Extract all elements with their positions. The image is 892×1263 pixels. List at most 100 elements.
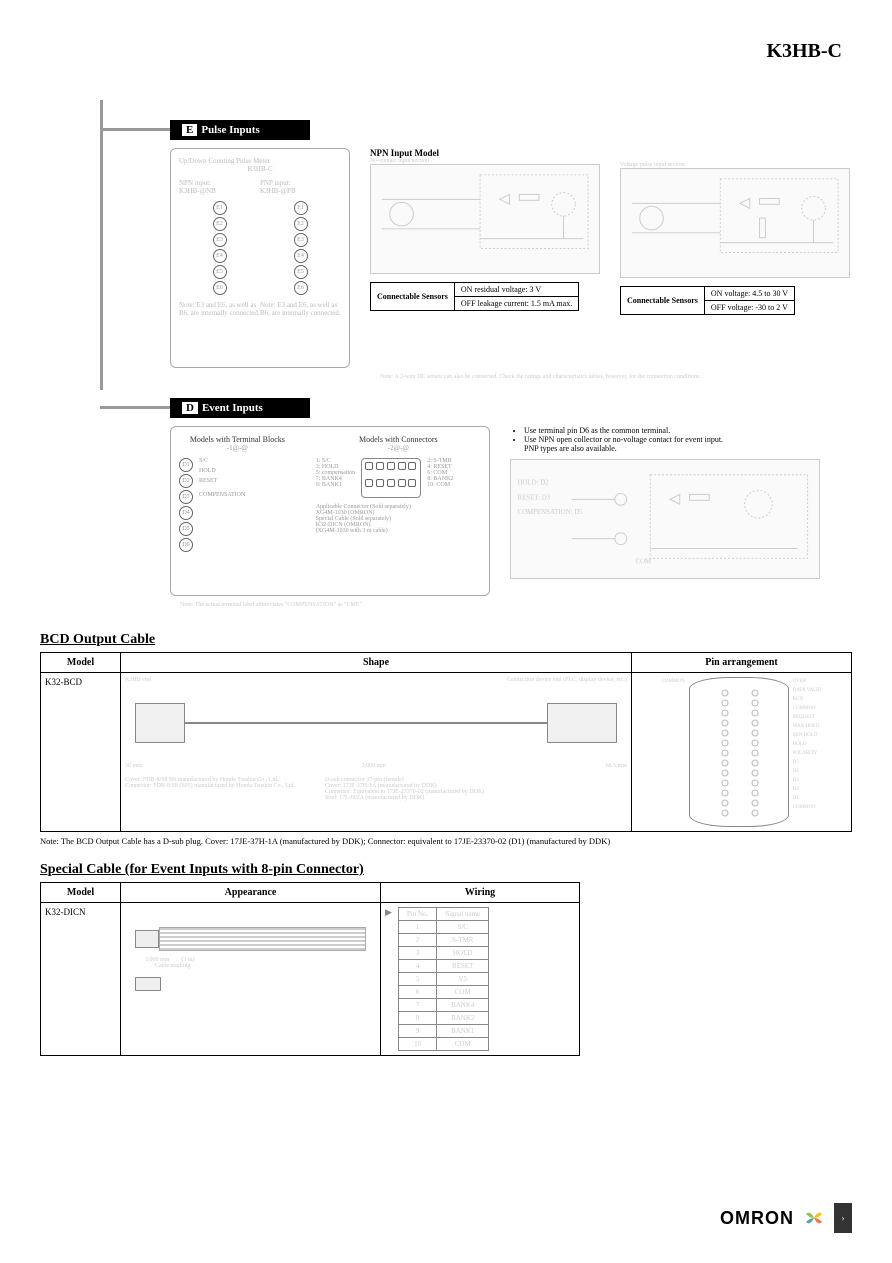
terminal-block-col: Models with Terminal Blocks -1@-@ D1 D2 … (179, 435, 296, 552)
sc-model: K32-DICN (41, 903, 121, 1056)
terminal-e3: E3 (213, 233, 227, 247)
npn-note: Note: E3 and E6, as well as B6, are inte… (179, 301, 260, 317)
wr20: 3 (398, 947, 436, 960)
pl7: MIN HOLD (793, 731, 822, 740)
wr81: BANK1 (437, 1025, 489, 1038)
cable-end-left-icon (135, 703, 185, 743)
cl3: COM (636, 558, 652, 565)
block-title: Models with Terminal Blocks (179, 435, 296, 444)
bcd-section: BCD Output Cable Model Shape Pin arrange… (40, 632, 852, 846)
ct1-row1: OFF leakage current: 1.5 mA max. (454, 297, 578, 311)
bcd-pinout-cell: COMMON (632, 673, 852, 832)
shape-lbl-3: 3,000 mm (362, 763, 386, 769)
terminal-e2b: E2 (294, 217, 308, 231)
d-note-0: Use terminal pin D6 as the common termin… (524, 426, 830, 435)
connectable-table-2: Connectable Sensors ON voltage: 4.5 to 3… (620, 286, 795, 315)
terminal-e6b: E6 (294, 281, 308, 295)
d-note-1: Use NPN open collector or no-voltage con… (524, 435, 830, 444)
d-note-2: PNP types are also available. (524, 444, 830, 453)
app-lbl-2: Cable marking (155, 963, 376, 969)
cl1: RESET: D3 (518, 494, 551, 501)
bcd-col0: Model (41, 653, 121, 673)
bcd-table: Model Shape Pin arrangement K32-BCD K3HB… (40, 652, 852, 832)
ct1-row0: ON residual voltage: 3 V (454, 283, 578, 297)
footer: OMRON › (720, 1203, 852, 1233)
term-d6: D6 (179, 538, 193, 552)
wr71: BANK2 (437, 1012, 489, 1025)
bcd-title: BCD Output Cable (40, 632, 852, 648)
ribbon-cable-icon (159, 927, 366, 951)
pl10: D5 (793, 758, 822, 767)
term-d4: D4 (179, 506, 193, 520)
circuit-svg-2 (621, 169, 849, 277)
e-pulse-inputs-section: E Pulse Inputs Up/Down Counting Pulse Met… (170, 120, 852, 380)
shape-lbl-1: Connection device end (PLC, display devi… (507, 677, 627, 683)
wr61: BANK4 (437, 999, 489, 1012)
pl5: REQUEST (793, 713, 822, 722)
terminal-e4: E4 (213, 249, 227, 263)
special-cable-title: Special Cable (for Event Inputs with 8-p… (40, 862, 852, 878)
d-notes-block: Use terminal pin D6 as the common termin… (510, 426, 830, 579)
pl1: OVER (793, 677, 822, 686)
pnp-note: Note: E3 and E6, as well as B6, are inte… (260, 301, 341, 317)
ribbon-end-icon (135, 977, 161, 991)
pl8: HOLD (793, 740, 822, 749)
event-inputs-panel: Models with Terminal Blocks -1@-@ D1 D2 … (170, 426, 490, 596)
shape-lbl-0: K3HB end (125, 677, 151, 683)
npn-model: K3HB-@NB (179, 187, 260, 195)
circuit-diagram-2 (620, 168, 850, 278)
term-d5: D5 (179, 522, 193, 536)
connector-pinout-icon (361, 458, 421, 498)
panel-product: K3HB-C (179, 165, 341, 173)
d-event-inputs-section: D Event Inputs Models with Terminal Block… (170, 398, 852, 608)
tab-letter-e: E (182, 124, 197, 136)
bcd-connector-line: Connector: FDB-8/S8 (S05) manufactured b… (125, 783, 295, 789)
wr70: 8 (398, 1012, 436, 1025)
tab-letter-d: D (182, 402, 198, 414)
terminal-e1b: E1 (294, 201, 308, 215)
wr60: 7 (398, 999, 436, 1012)
sc-col1: Appearance (121, 883, 381, 903)
wr10: 2 (398, 934, 436, 947)
wr00: 1 (398, 921, 436, 934)
cp-r4: 10: COM (427, 482, 453, 488)
triangle-icon: ▶ (385, 907, 392, 918)
wh0: Pin No. (398, 908, 436, 921)
d-section-tab: D Event Inputs (170, 398, 310, 418)
connectable-table-1: Connectable Sensors ON residual voltage:… (370, 282, 579, 311)
terminal-e5: E5 (213, 265, 227, 279)
shape-lbl-4: 66.5 mm (606, 763, 627, 769)
panel-title: Up/Down Counting Pulse Meter (179, 157, 341, 165)
omron-logo: OMRON (720, 1208, 794, 1229)
sc-col0: Model (41, 883, 121, 903)
tab-title-e: Pulse Inputs (201, 124, 259, 136)
tab-title-d: Event Inputs (202, 402, 263, 414)
special-cable-section: Special Cable (for Event Inputs with 8-p… (40, 862, 852, 1056)
ribbon-connector-icon (135, 930, 159, 948)
main-content: E Pulse Inputs Up/Down Counting Pulse Met… (40, 120, 852, 1056)
pl6: MAX HOLD (793, 722, 822, 731)
npn-label: NPN input: (179, 179, 260, 187)
wr41: V5 (437, 973, 489, 986)
wr50: 6 (398, 986, 436, 999)
wr90: 10 (398, 1038, 436, 1051)
e-section-tab: E Pulse Inputs (170, 120, 310, 140)
pl4: COMMON (793, 704, 822, 713)
cl2: COMPENSATION: D5 (518, 509, 584, 516)
special-cable-detail: (XG4M-1030 with 3 m cable) (316, 528, 481, 534)
block-lbl-1: HOLD (199, 468, 245, 474)
circuit-diagram-1 (370, 164, 600, 274)
leaf-icon (804, 1208, 824, 1228)
npn-model-block: NPN Input Model No-contact input section (370, 148, 600, 311)
dsub-connector-icon (689, 677, 789, 827)
ct2-row1: OFF voltage: -30 to 2 V (704, 301, 794, 315)
dsub-line-3: Stud: 17L-002A (manufactured by DDK) (325, 795, 484, 801)
terminal-e1: E1 (213, 201, 227, 215)
ct1-header: Connectable Sensors (371, 283, 455, 311)
event-circuit-svg: HOLD: D2 RESET: D3 COMPENSATION: D5 COM (511, 460, 819, 578)
voltage-pulse-block: Voltage pulse input section (620, 148, 850, 315)
block-lbl-2: RESET (199, 478, 245, 484)
wr01: S/C (437, 921, 489, 934)
term-d2: D2 (179, 474, 193, 488)
wr11: S-TMR (437, 934, 489, 947)
